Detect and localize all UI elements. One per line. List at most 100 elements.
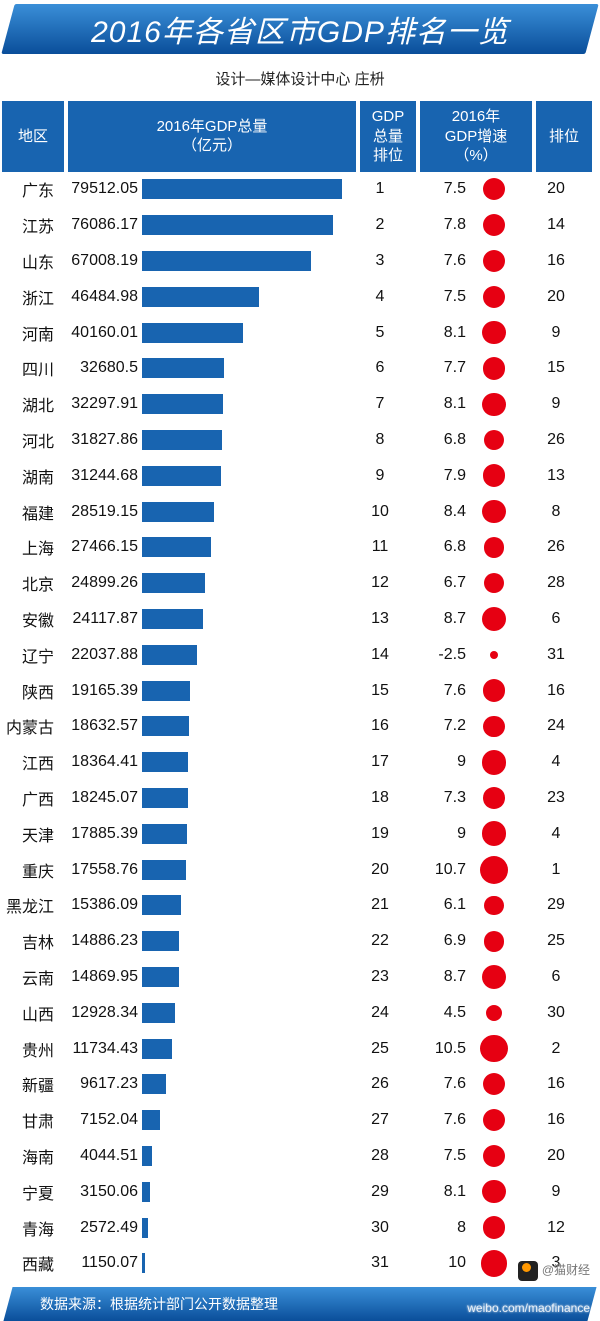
- table-row: 青海2572.4930812: [0, 1210, 600, 1246]
- gdp-value: 2572.49: [62, 1219, 142, 1237]
- gdp-bar: [142, 179, 342, 199]
- gdp-value: 17885.39: [62, 825, 142, 843]
- gdp-bar: [142, 1074, 166, 1094]
- gdp-bar-track: [142, 1110, 350, 1130]
- region-name: 青海: [0, 1216, 62, 1240]
- gdp-bar-track: [142, 860, 350, 880]
- table-row: 贵州11734.432510.52: [0, 1031, 600, 1067]
- gdp-cell: 3150.06: [62, 1182, 350, 1202]
- region-name: 浙江: [0, 285, 62, 309]
- gdp-value: 1150.07: [62, 1254, 142, 1272]
- gdp-rank: 21: [350, 896, 410, 914]
- growth-cell: 6.8: [410, 430, 526, 451]
- gdp-value: 46484.98: [62, 288, 142, 306]
- gdp-rank: 4: [350, 288, 410, 306]
- region-name: 山西: [0, 1001, 62, 1025]
- table-row: 辽宁22037.8814-2.531: [0, 637, 600, 673]
- growth-value: 7.5: [410, 180, 470, 198]
- region-name: 西藏: [0, 1251, 62, 1275]
- region-name: 天津: [0, 822, 62, 846]
- growth-dot-wrap: [470, 286, 518, 308]
- gdp-bar-track: [142, 1146, 350, 1166]
- gdp-rank: 13: [350, 610, 410, 628]
- gdp-cell: 4044.51: [62, 1146, 350, 1166]
- gdp-value: 24117.87: [62, 610, 142, 628]
- growth-dot-wrap: [470, 896, 518, 915]
- gdp-rank: 20: [350, 861, 410, 879]
- gdp-bar: [142, 502, 214, 522]
- growth-dot: [481, 1250, 508, 1277]
- table-row: 宁夏3150.06298.19: [0, 1174, 600, 1210]
- gdp-value: 14886.23: [62, 932, 142, 950]
- gdp-cell: 28519.15: [62, 502, 350, 522]
- growth-cell: 7.6: [410, 1073, 526, 1095]
- table-row: 山西12928.34244.530: [0, 995, 600, 1031]
- growth-value: 8.4: [410, 503, 470, 521]
- gdp-rank: 28: [350, 1147, 410, 1165]
- growth-dot: [484, 537, 505, 558]
- gdp-value: 79512.05: [62, 180, 142, 198]
- growth-dot-wrap: [470, 787, 518, 809]
- growth-rank: 2: [526, 1040, 586, 1058]
- gdp-bar: [142, 1218, 148, 1238]
- growth-value: 8: [410, 1219, 470, 1237]
- table-row: 西藏1150.0731103: [0, 1245, 600, 1281]
- gdp-bar: [142, 895, 181, 915]
- gdp-bar: [142, 394, 223, 414]
- gdp-bar: [142, 1182, 150, 1202]
- growth-dot: [482, 1180, 505, 1203]
- gdp-cell: 18245.07: [62, 788, 350, 808]
- growth-value: 7.5: [410, 288, 470, 306]
- region-name: 甘肃: [0, 1108, 62, 1132]
- growth-dot-wrap: [470, 357, 518, 379]
- table-row: 广西18245.07187.323: [0, 780, 600, 816]
- gdp-bar-track: [142, 466, 350, 486]
- gdp-bar: [142, 358, 224, 378]
- gdp-bar: [142, 573, 205, 593]
- growth-cell: 6.1: [410, 896, 526, 915]
- growth-value: 8.1: [410, 324, 470, 342]
- gdp-rank: 6: [350, 359, 410, 377]
- growth-value: 6.8: [410, 431, 470, 449]
- gdp-value: 9617.23: [62, 1075, 142, 1093]
- growth-value: 7.6: [410, 1075, 470, 1093]
- growth-rank: 9: [526, 324, 586, 342]
- table-body: 广东79512.0517.520江苏76086.1727.814山东67008.…: [0, 172, 600, 1282]
- gdp-value: 76086.17: [62, 216, 142, 234]
- growth-value: 7.9: [410, 467, 470, 485]
- growth-cell: 7.8: [410, 214, 526, 237]
- region-name: 安徽: [0, 607, 62, 631]
- gdp-value: 31827.86: [62, 431, 142, 449]
- gdp-bar: [142, 1146, 152, 1166]
- gdp-bar-track: [142, 1074, 350, 1094]
- growth-rank: 30: [526, 1004, 586, 1022]
- gdp-bar-track: [142, 573, 350, 593]
- growth-rank: 20: [526, 1147, 586, 1165]
- growth-cell: -2.5: [410, 646, 526, 664]
- gdp-bar: [142, 215, 333, 235]
- growth-dot-wrap: [470, 1005, 518, 1021]
- table-row: 山东67008.1937.616: [0, 243, 600, 279]
- table-row: 上海27466.15116.826: [0, 529, 600, 565]
- growth-value: 10.7: [410, 861, 470, 879]
- growth-dot: [483, 1216, 506, 1239]
- growth-value: 9: [410, 825, 470, 843]
- growth-cell: 4.5: [410, 1004, 526, 1022]
- growth-rank: 26: [526, 431, 586, 449]
- growth-dot-wrap: [470, 716, 518, 737]
- growth-dot: [480, 856, 508, 884]
- growth-cell: 7.6: [410, 1109, 526, 1131]
- growth-dot-wrap: [470, 250, 518, 272]
- gdp-rank: 1: [350, 180, 410, 198]
- growth-value: 8.7: [410, 968, 470, 986]
- growth-rank: 9: [526, 395, 586, 413]
- region-name: 重庆: [0, 858, 62, 882]
- gdp-rank: 18: [350, 789, 410, 807]
- growth-value: -2.5: [410, 646, 470, 664]
- growth-value: 8.7: [410, 610, 470, 628]
- gdp-bar: [142, 788, 188, 808]
- growth-dot: [480, 1035, 508, 1063]
- region-name: 上海: [0, 535, 62, 559]
- gdp-bar: [142, 931, 179, 951]
- gdp-bar-track: [142, 430, 350, 450]
